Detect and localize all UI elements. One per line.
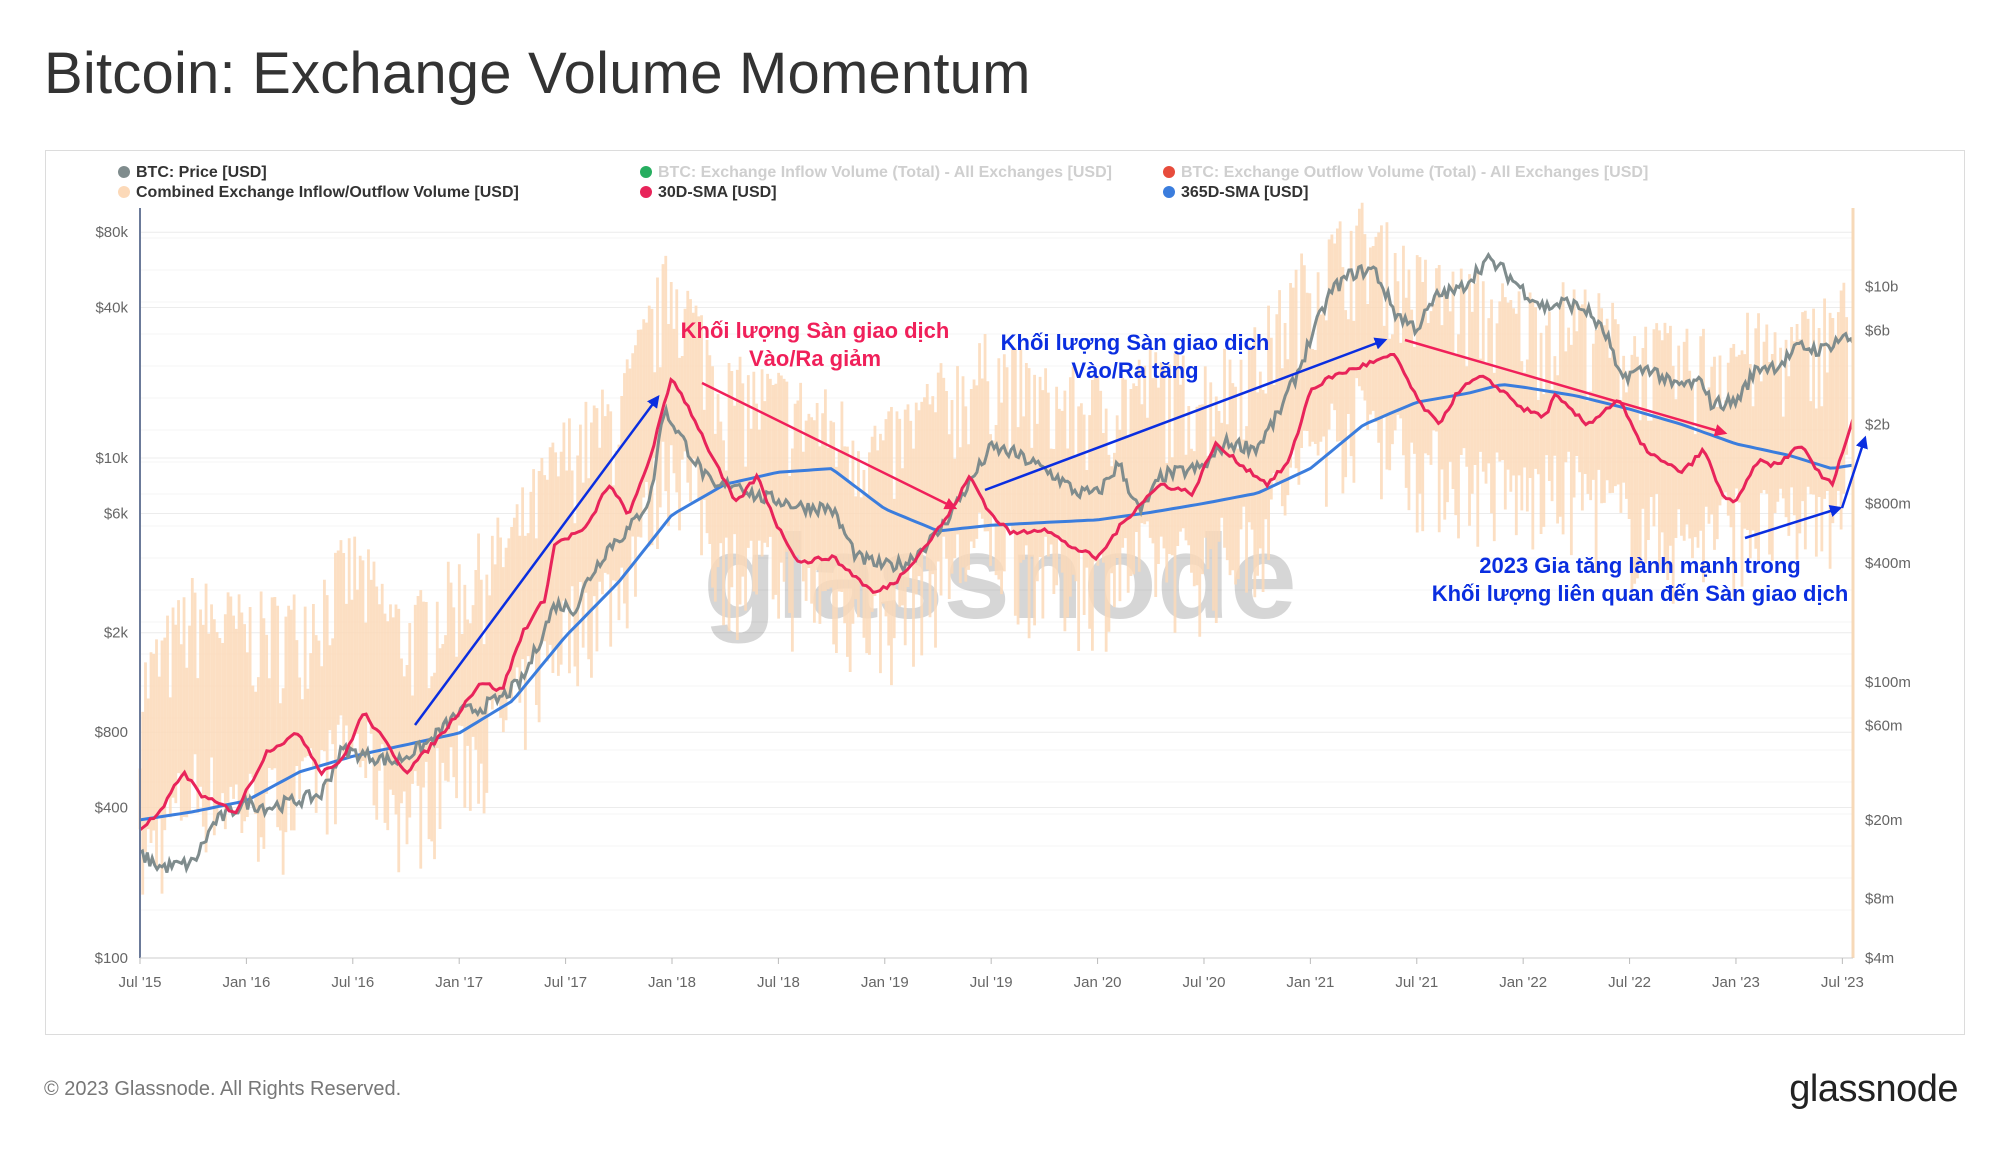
y-right-tick-label: $400m — [1865, 555, 1911, 572]
x-tick-label: Jan '16 — [222, 974, 270, 991]
y-right-tick-label: $800m — [1865, 495, 1911, 512]
y-left-tick-label: $40k — [95, 299, 128, 316]
y-right-tick-label: $8m — [1865, 891, 1894, 908]
x-tick-label: Jul '15 — [119, 974, 162, 991]
annotation-rise-label: Vào/Ra tăng — [1071, 358, 1198, 383]
x-tick-label: Jul '20 — [1183, 974, 1226, 991]
legend-marker — [118, 166, 130, 178]
sma30-line — [139, 353, 1855, 831]
y-right-tick-label: $100m — [1865, 674, 1911, 691]
y-right-tick-label: $20m — [1865, 812, 1903, 829]
legend-marker — [640, 186, 652, 198]
legend-marker — [640, 166, 652, 178]
x-tick-label: Jan '20 — [1074, 974, 1122, 991]
y-left-tick-label: $100 — [95, 950, 128, 967]
legend-item-label[interactable]: BTC: Exchange Outflow Volume (Total) - A… — [1181, 164, 1648, 181]
legend-item-label[interactable]: Combined Exchange Inflow/Outflow Volume … — [136, 184, 519, 201]
x-tick-label: Jan '19 — [861, 974, 909, 991]
y-left-tick-label: $400 — [95, 799, 128, 816]
arrow-growth-2023-b — [1840, 435, 1868, 509]
arrow-growth-2023-a — [1744, 505, 1843, 540]
legend[interactable]: BTC: Price [USD] BTC: Exchange Inflow Vol… — [118, 164, 1648, 201]
annotation-growth-label: Khối lượng liên quan đến Sàn giao dịch — [1432, 581, 1849, 606]
annotation-decline-label: Vào/Ra giảm — [749, 346, 881, 371]
axes-layer: $80k $40k $10k $6k $2k $800 $400 $100 $10b $6b $2b… — [95, 208, 1911, 991]
x-tick-label: Jan '23 — [1712, 974, 1760, 991]
arrow-rise-2020 — [984, 337, 1388, 492]
y-right-tick-label: $2b — [1865, 417, 1890, 434]
chart-frame — [45, 150, 1965, 1035]
x-tick-label: Jul '19 — [970, 974, 1013, 991]
legend-item-label[interactable]: BTC: Exchange Inflow Volume (Total) - Al… — [658, 164, 1112, 181]
x-tick-label: Jul '22 — [1608, 974, 1651, 991]
legend-marker — [1163, 186, 1175, 198]
copyright-text: © 2023 Glassnode. All Rights Reserved. — [44, 1078, 402, 1100]
y-left-tick-label: $800 — [95, 724, 128, 741]
arrow-rise-2017 — [413, 394, 660, 726]
legend-item-label[interactable]: BTC: Price [USD] — [136, 164, 267, 181]
annotation-growth-label: 2023 Gia tăng lành mạnh trong — [1479, 553, 1801, 578]
legend-item-label[interactable]: 365D-SMA [USD] — [1181, 184, 1308, 201]
price-line — [139, 251, 1855, 874]
x-tick-label: Jan '22 — [1499, 974, 1547, 991]
y-left-tick-label: $10k — [95, 450, 128, 467]
y-left-tick-label: $80k — [95, 224, 128, 241]
annotation-rise-label: Khối lượng Sàn giao dịch — [1001, 330, 1270, 355]
arrow-decline-2018 — [701, 381, 958, 510]
x-tick-label: Jul '16 — [331, 974, 374, 991]
x-tick-label: Jul '23 — [1821, 974, 1864, 991]
legend-marker — [118, 186, 130, 198]
legend-marker — [1163, 166, 1175, 178]
x-tick-label: Jul '17 — [544, 974, 587, 991]
x-tick-label: Jul '21 — [1395, 974, 1438, 991]
x-tick-label: Jan '21 — [1286, 974, 1334, 991]
sma365-line — [139, 383, 1854, 822]
annotation-decline-label: Khối lượng Sàn giao dịch — [681, 318, 950, 343]
y-left-tick-label: $2k — [104, 625, 129, 642]
annotations-layer: Khối lượng Sàn giao dịch Vào/Ra giảm Khối … — [413, 318, 1868, 726]
y-right-tick-label: $4m — [1865, 950, 1894, 967]
x-tick-label: Jul '18 — [757, 974, 800, 991]
legend-item-label[interactable]: 30D-SMA [USD] — [658, 184, 777, 201]
brand-logo[interactable]: glassnode — [1789, 1068, 1958, 1110]
x-tick-label: Jan '18 — [648, 974, 696, 991]
x-tick-label: Jan '17 — [435, 974, 483, 991]
series-layer — [138, 202, 1855, 895]
y-left-tick-label: $6k — [104, 505, 129, 522]
y-right-tick-label: $60m — [1865, 718, 1903, 735]
y-right-tick-label: $6b — [1865, 322, 1890, 339]
page-title: Bitcoin: Exchange Volume Momentum — [44, 41, 1031, 106]
arrow-decline-2022 — [1404, 338, 1728, 437]
y-right-tick-label: $10b — [1865, 279, 1898, 296]
